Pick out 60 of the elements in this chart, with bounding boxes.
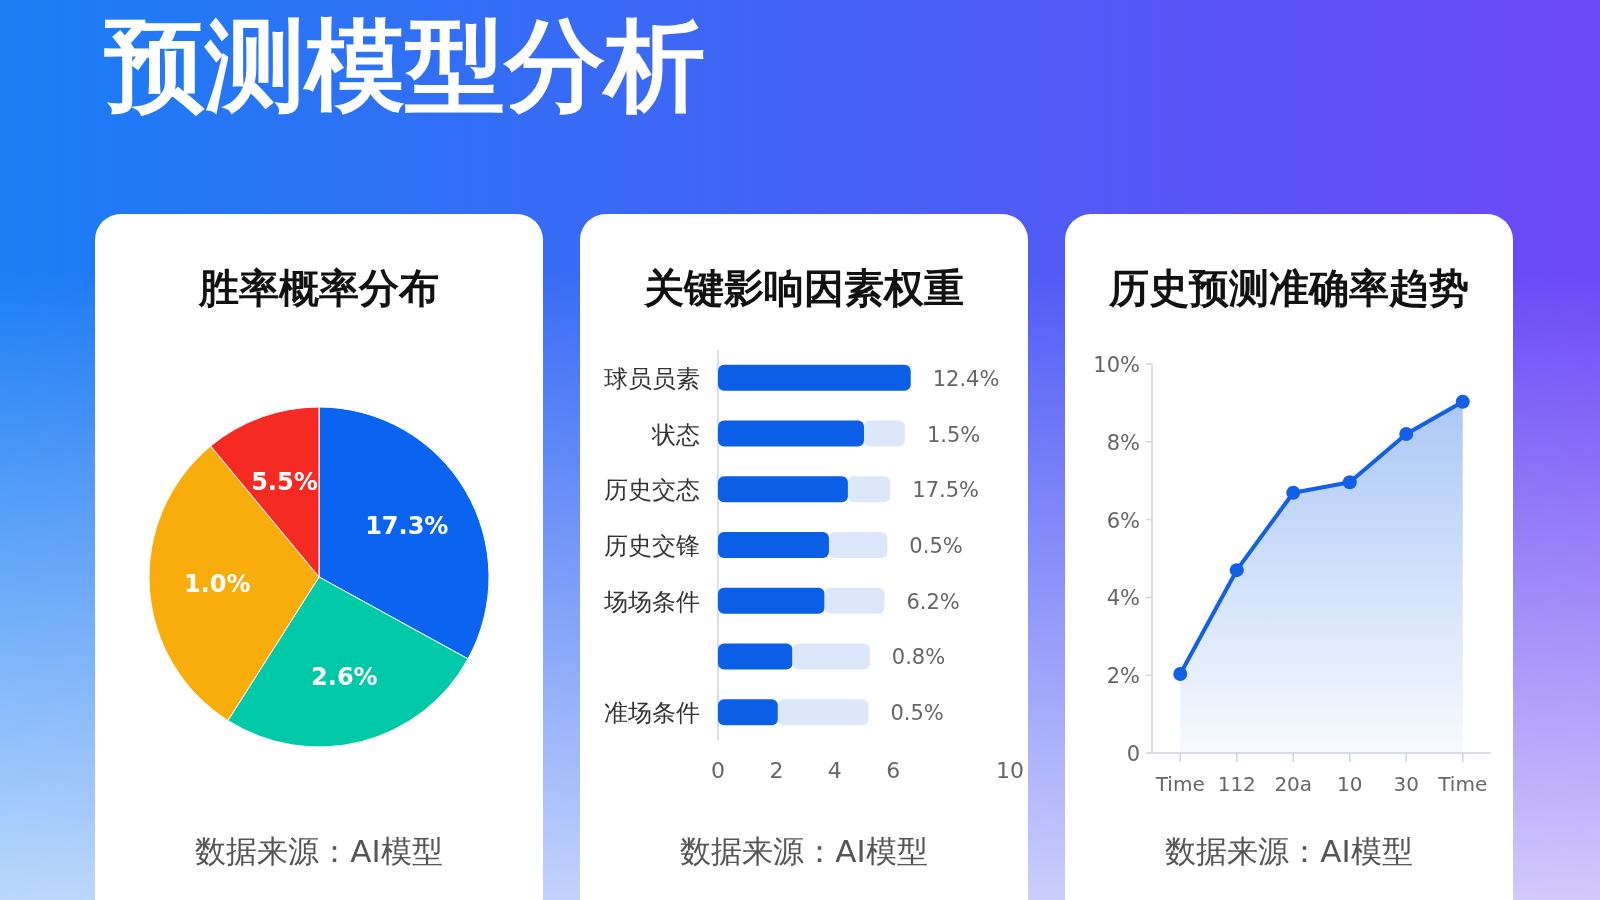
point — [1173, 667, 1188, 682]
annotation: 0.5% — [890, 701, 944, 726]
x-tick-label: Time — [1437, 772, 1488, 796]
x-tick-label: 30 — [1393, 772, 1419, 796]
point — [1342, 475, 1357, 490]
y-tick-label: 场场条件 — [603, 587, 700, 616]
y-tick-label: 10% — [1093, 353, 1140, 377]
chart-title: 关键影响因素权重 — [643, 265, 964, 311]
x-tick-label: 6 — [886, 758, 901, 783]
text: 5.5% — [251, 468, 318, 497]
x-tick-label: 2 — [769, 758, 784, 783]
bar — [792, 643, 870, 670]
bar — [777, 699, 869, 726]
y-tick-label: 6% — [1106, 508, 1140, 533]
bar — [718, 587, 825, 614]
point — [1229, 563, 1244, 578]
bar — [847, 476, 891, 503]
text: 17.3% — [365, 512, 449, 541]
y-tick-label: 0 — [1126, 742, 1140, 766]
chart-title: 胜率概率分布 — [198, 265, 439, 311]
bar — [718, 364, 911, 391]
bar — [718, 420, 864, 447]
annotation: 12.4% — [932, 366, 1000, 391]
bar — [824, 587, 885, 614]
point — [1455, 394, 1470, 409]
point — [1399, 427, 1414, 442]
y-tick-label: 历史交锋 — [604, 532, 700, 560]
text: 2.6% — [311, 662, 378, 691]
annotation: 1.5% — [926, 422, 981, 447]
x-tick-label: 20a — [1274, 772, 1313, 796]
annotation: 6.2% — [906, 589, 960, 614]
bar — [718, 476, 848, 503]
chart-title: 历史预测准确率趋势 — [1108, 265, 1469, 311]
bar — [718, 532, 829, 558]
source-note: 数据来源：AI模型 — [195, 833, 443, 869]
source-note: 数据来源：AI模型 — [1165, 833, 1413, 869]
x-tick-label: 0 — [711, 758, 725, 783]
bar — [718, 643, 793, 670]
annotation: 17.5% — [912, 478, 979, 503]
y-tick-label: 准场条件 — [604, 699, 700, 728]
annotation: 0.5% — [909, 534, 963, 558]
source-note: 数据来源：AI模型 — [680, 833, 928, 869]
y-tick-label: 4% — [1106, 586, 1140, 611]
y-tick-label: 历史交态 — [604, 476, 700, 505]
x-tick-label: Time — [1154, 772, 1205, 796]
x-tick-label: 4 — [827, 758, 842, 783]
text: 1.0% — [183, 570, 251, 599]
y-tick-label: 8% — [1106, 430, 1140, 455]
x-tick-label: 10 — [1337, 772, 1363, 796]
x-tick-label: 10 — [996, 758, 1024, 783]
point — [1286, 485, 1301, 500]
y-tick-label: 2% — [1106, 664, 1140, 689]
text: 预测模型分析 — [104, 7, 705, 124]
bar — [718, 699, 778, 726]
y-tick-label: 球员员素 — [604, 364, 700, 393]
bar — [864, 420, 905, 447]
y-tick-label: 状态 — [651, 420, 700, 449]
x-tick-label: 112 — [1217, 772, 1256, 796]
bar — [828, 532, 888, 558]
annotation: 0.8% — [891, 645, 946, 670]
